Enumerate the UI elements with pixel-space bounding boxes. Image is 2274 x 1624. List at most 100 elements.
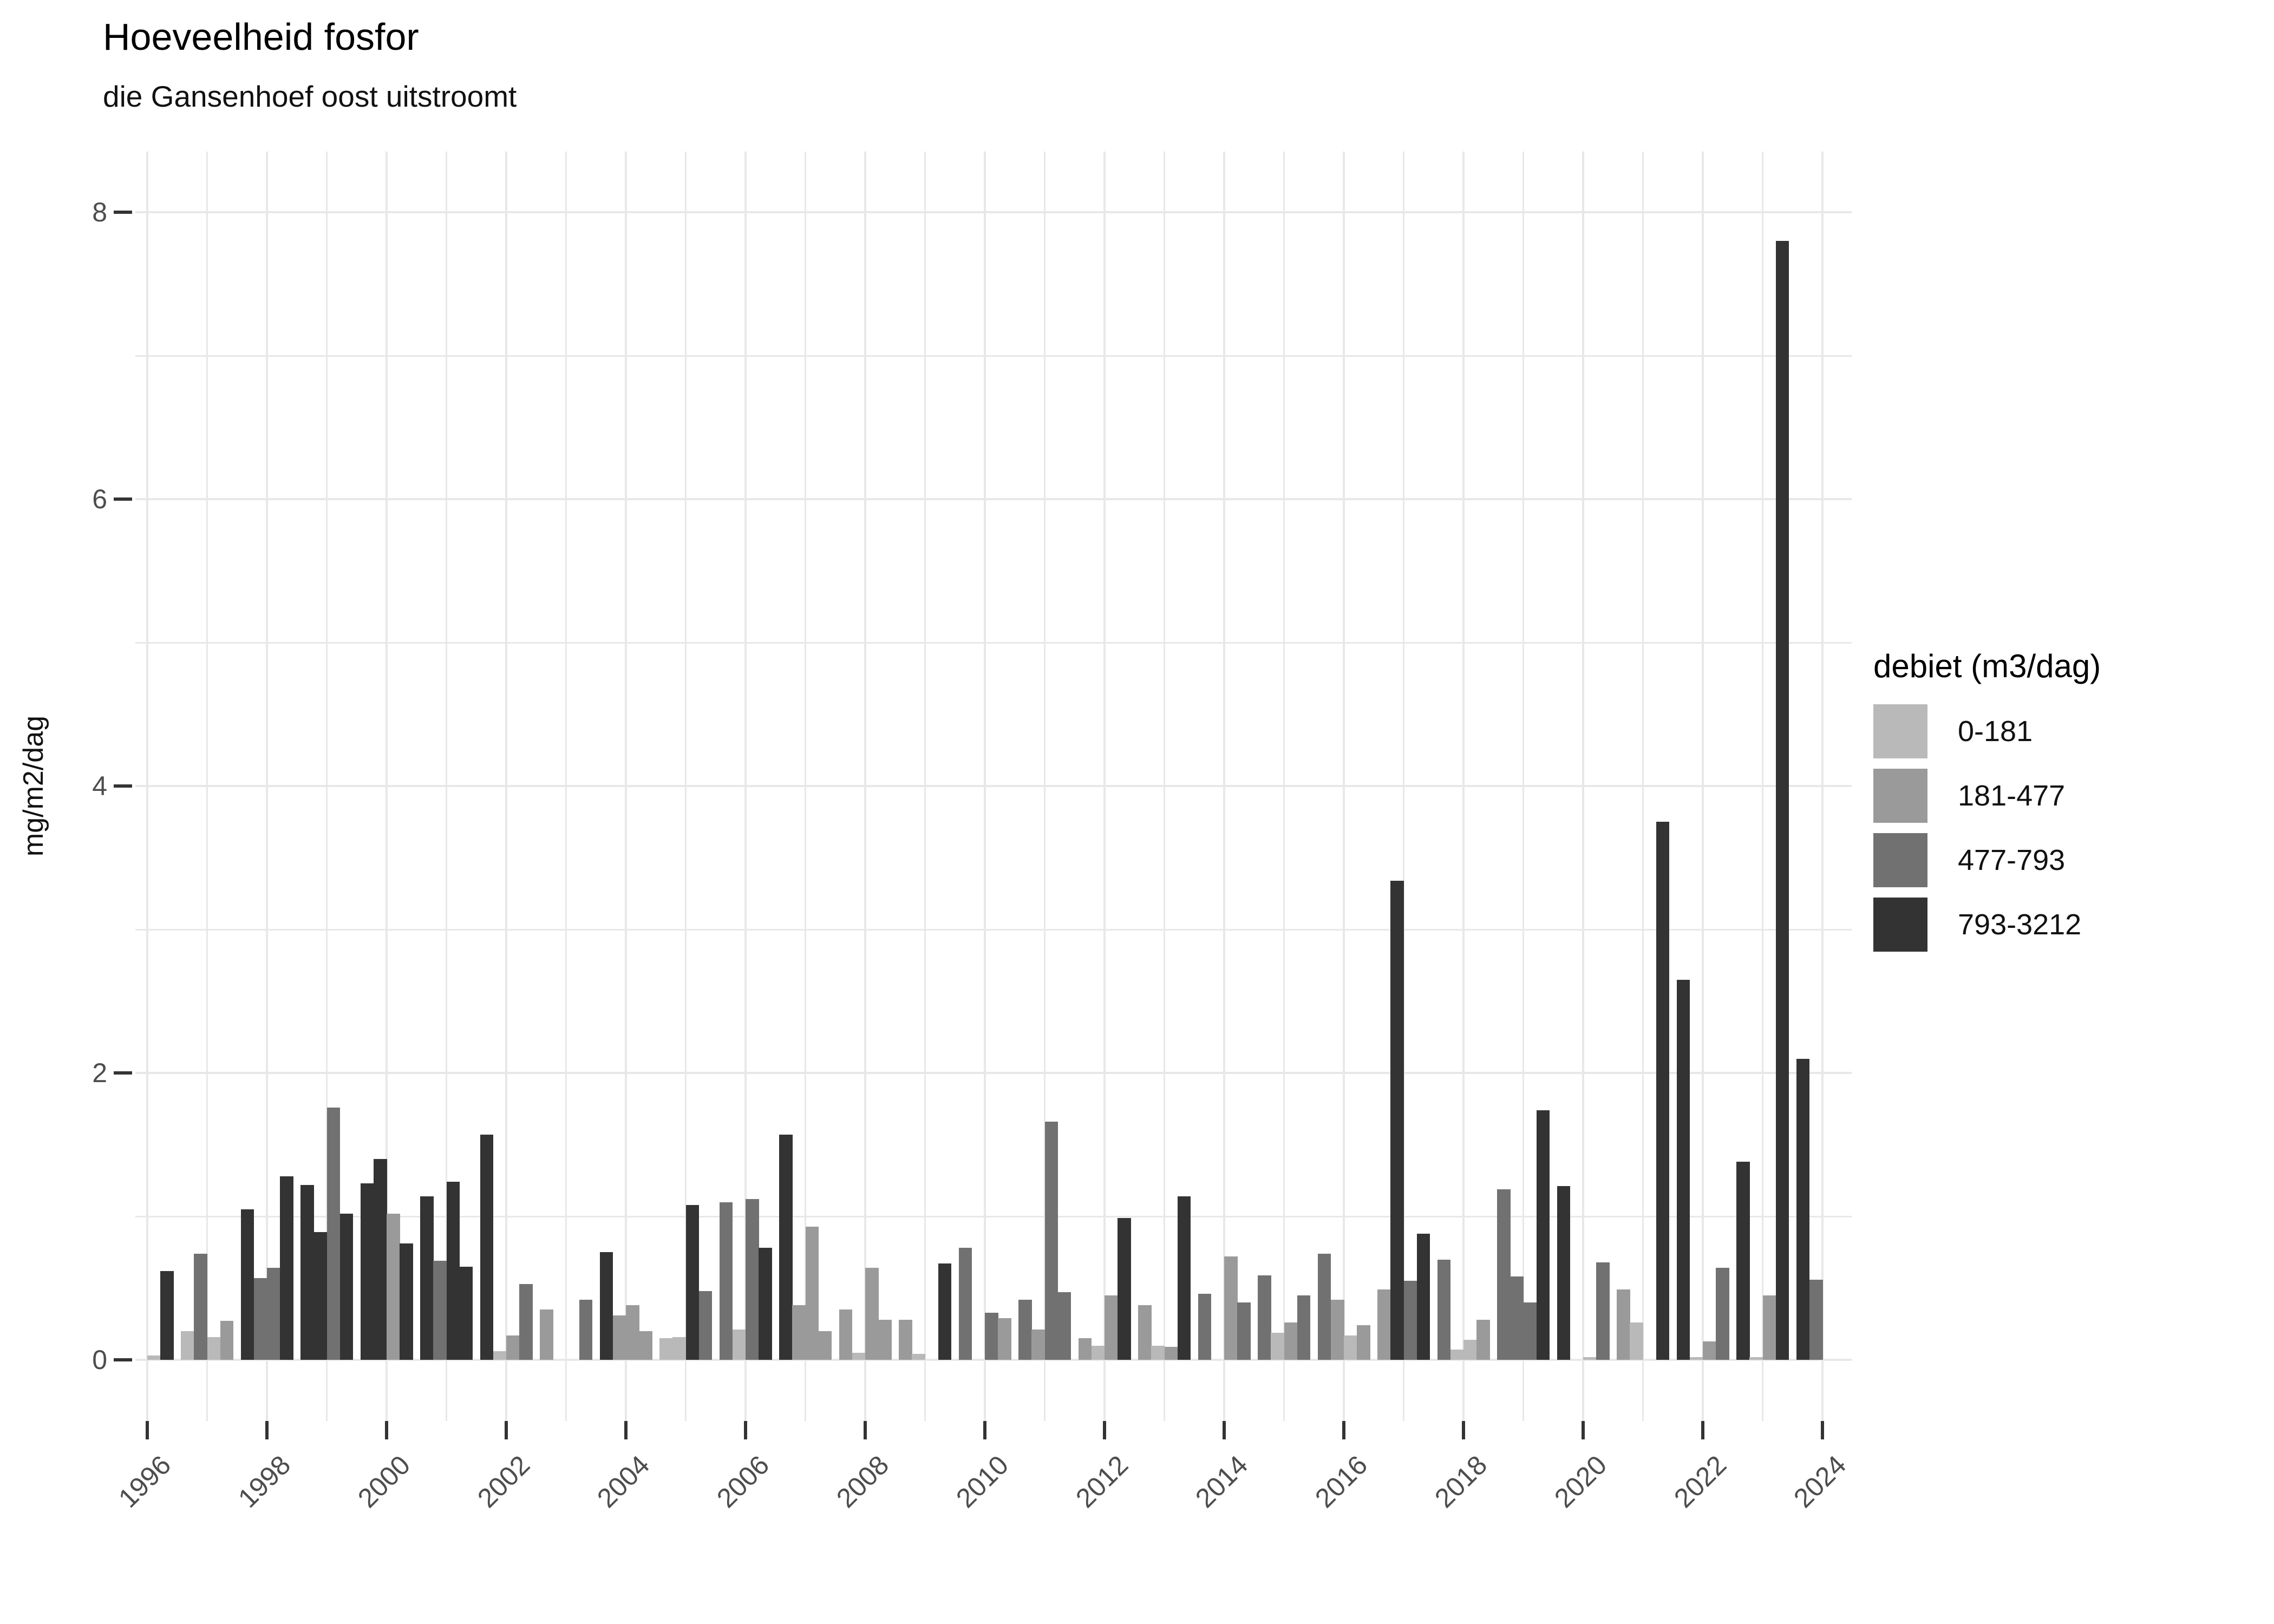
- bar-2009-q1: [899, 1319, 912, 1360]
- bar-2018-q1: [1437, 1259, 1451, 1360]
- bar-2019-q3: [1523, 1302, 1537, 1360]
- x-tick: [1103, 1421, 1106, 1439]
- bar-2005-q4: [698, 1291, 713, 1360]
- h-gridline: [135, 355, 1852, 357]
- bar-2008-q4: [878, 1319, 892, 1360]
- bar-2004-q3: [626, 1305, 639, 1360]
- bar-2011-q3: [1044, 1122, 1058, 1360]
- x-tick: [983, 1421, 986, 1439]
- legend-item-label: 793-3212: [1958, 908, 2082, 941]
- y-tick-label: 6: [92, 484, 107, 514]
- y-tick-label: 0: [92, 1345, 107, 1375]
- bar-2010-q4: [998, 1318, 1011, 1360]
- bar-2022-q3: [1703, 1341, 1716, 1360]
- y-tick: [114, 784, 132, 788]
- h-gridline: [135, 641, 1852, 644]
- legend: debiet (m3/dag) 0-181 181-477 477-793 793-3…: [1873, 647, 2252, 962]
- bar-1998-q1: [240, 1209, 254, 1360]
- bar-2001-q3: [446, 1182, 460, 1360]
- x-tick: [1223, 1421, 1226, 1439]
- bar-2001-q4: [459, 1266, 473, 1360]
- bar-2010-q3: [985, 1312, 998, 1360]
- bar-2016-q3: [1344, 1335, 1357, 1360]
- bar-2015-q2: [1271, 1332, 1285, 1360]
- bar-1999-q2: [313, 1232, 328, 1360]
- bar-2005-q2: [672, 1337, 687, 1360]
- bar-2024-q2: [1809, 1279, 1823, 1360]
- bar-2015-q1: [1258, 1275, 1271, 1360]
- h-gridline: [135, 1072, 1852, 1074]
- bar-1996-q3: [147, 1355, 161, 1360]
- x-tick: [1582, 1421, 1585, 1439]
- bar-2020-q4: [1596, 1262, 1610, 1360]
- bar-2008-q3: [865, 1268, 879, 1360]
- bar-2020-q3: [1583, 1357, 1597, 1360]
- bar-2019-q2: [1510, 1276, 1524, 1360]
- y-tick-label: 4: [92, 771, 107, 801]
- bar-2018-q4: [1476, 1319, 1490, 1360]
- bar-1999-q4: [339, 1213, 354, 1360]
- bar-1996-q4: [160, 1271, 174, 1360]
- bar-2012-q4: [1118, 1217, 1131, 1360]
- h-gridline: [135, 211, 1852, 213]
- bar-2019-q1: [1497, 1189, 1511, 1360]
- x-tick: [265, 1421, 269, 1439]
- bar-2002-q1: [480, 1134, 494, 1360]
- bar-2011-q2: [1031, 1330, 1045, 1360]
- bar-2004-q1: [599, 1252, 613, 1360]
- bar-2013-q4: [1177, 1196, 1191, 1360]
- legend-swatch: [1873, 898, 1927, 952]
- x-tick: [864, 1421, 867, 1439]
- h-gridline: [135, 1215, 1852, 1217]
- legend-swatch: [1873, 704, 1927, 758]
- bar-2002-q3: [506, 1335, 520, 1360]
- legend-item-label: 0-181: [1958, 715, 2033, 748]
- legend-item: 793-3212: [1873, 898, 2252, 952]
- bar-1999-q3: [326, 1107, 341, 1360]
- bar-2003-q4: [579, 1299, 593, 1360]
- bar-2012-q3: [1105, 1295, 1118, 1360]
- bar-2013-q3: [1164, 1347, 1178, 1360]
- bar-2007-q1: [779, 1134, 793, 1360]
- x-tick: [385, 1421, 388, 1439]
- bar-2010-q1: [958, 1248, 972, 1360]
- bar-2002-q2: [493, 1351, 507, 1360]
- x-tick: [505, 1421, 508, 1439]
- bar-2014-q4: [1237, 1302, 1251, 1360]
- x-tick: [624, 1421, 628, 1439]
- h-gridline: [135, 498, 1852, 500]
- bar-2016-q4: [1357, 1325, 1370, 1360]
- x-tick: [1342, 1421, 1345, 1439]
- bar-2005-q3: [685, 1204, 700, 1360]
- bar-2011-q4: [1057, 1292, 1071, 1360]
- bar-2007-q4: [818, 1331, 832, 1360]
- bar-2006-q1: [719, 1202, 733, 1360]
- bar-2016-q2: [1330, 1299, 1344, 1360]
- bar-2000-q1: [360, 1183, 374, 1360]
- bar-2022-q2: [1689, 1357, 1703, 1360]
- bar-2009-q4: [938, 1263, 952, 1360]
- legend-item-label: 477-793: [1958, 844, 2066, 876]
- bar-1997-q3: [207, 1337, 221, 1360]
- bar-2023-q1: [1736, 1162, 1750, 1360]
- bar-2000-q3: [387, 1213, 400, 1360]
- x-tick: [1462, 1421, 1465, 1439]
- bar-2011-q1: [1018, 1299, 1032, 1360]
- chart-title: Hoeveelheid fosfor: [103, 16, 419, 58]
- y-tick: [114, 211, 132, 214]
- y-tick: [114, 1358, 132, 1361]
- bar-2007-q3: [805, 1226, 819, 1360]
- bar-2002-q4: [519, 1284, 533, 1360]
- bar-2020-q1: [1557, 1186, 1571, 1360]
- legend-title: debiet (m3/dag): [1873, 648, 2101, 684]
- bar-1997-q2: [194, 1253, 208, 1360]
- bar-2001-q2: [433, 1261, 447, 1360]
- bar-2022-q1: [1676, 979, 1690, 1360]
- bar-1999-q1: [300, 1184, 314, 1360]
- bar-2006-q4: [759, 1248, 772, 1360]
- bar-2009-q2: [912, 1354, 926, 1360]
- y-tick: [114, 1071, 132, 1075]
- h-gridline: [135, 785, 1852, 787]
- legend-items: 0-181 181-477 477-793 793-3212: [1873, 704, 2252, 952]
- x-tick: [1701, 1421, 1704, 1439]
